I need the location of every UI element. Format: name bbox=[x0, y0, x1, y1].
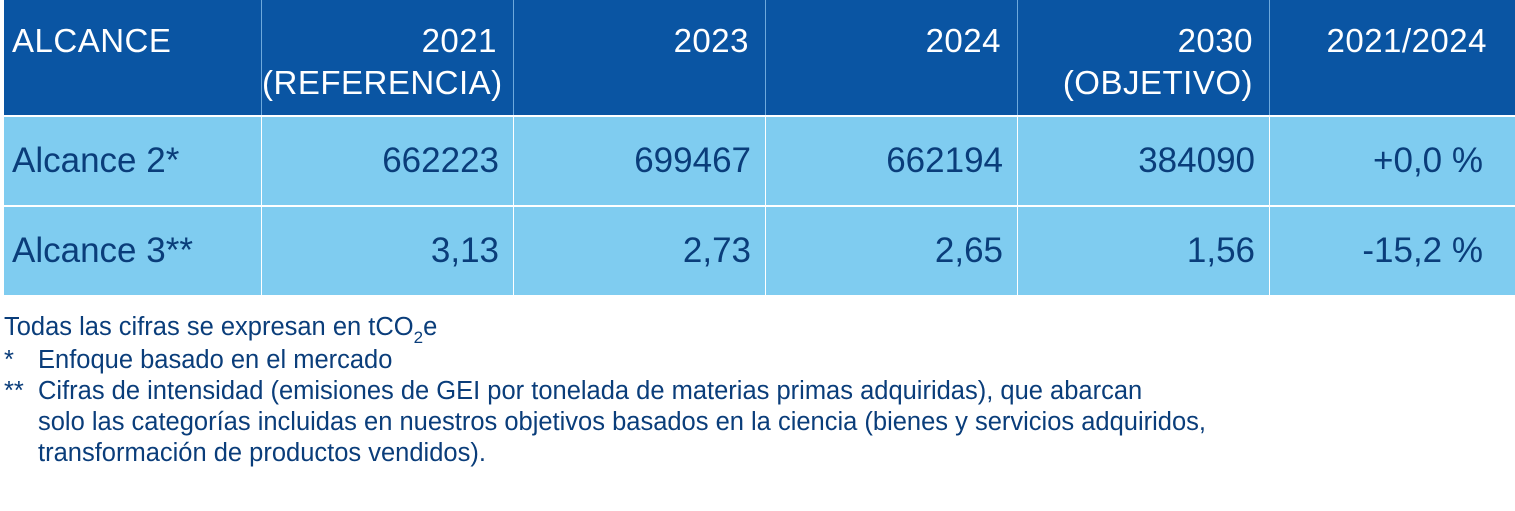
header-change: 2021/2024 bbox=[1270, 0, 1515, 115]
footnote-2: ** Cifras de intensidad (emisiones de GE… bbox=[4, 376, 1504, 407]
units-subscript: 2 bbox=[413, 328, 424, 347]
footnote-2-mark: ** bbox=[4, 377, 24, 405]
header-2030: 2030 (OBJETIVO) bbox=[1018, 0, 1270, 115]
footnote-1: * Enfoque basado en el mercado bbox=[4, 345, 1504, 376]
cell-2021: 662223 bbox=[262, 117, 514, 205]
header-2021: 2021 (REFERENCIA) bbox=[262, 0, 514, 115]
cell-2023: 2,73 bbox=[514, 207, 766, 295]
cell-2024: 662194 bbox=[766, 117, 1018, 205]
units-note: Todas las cifras se expresan en tCO2e bbox=[4, 312, 1504, 347]
footnotes: Todas las cifras se expresan en tCO2e * … bbox=[4, 312, 1504, 469]
header-alcance-label: ALCANCE bbox=[12, 22, 172, 59]
header-2030-note: (OBJETIVO) bbox=[1062, 64, 1253, 101]
units-suffix: e bbox=[423, 313, 438, 341]
header-2021-note: (REFERENCIA) bbox=[262, 64, 503, 101]
header-2024: 2024 bbox=[766, 0, 1018, 115]
units-prefix: Todas las cifras se expresan en tCO bbox=[4, 313, 414, 341]
cell-2021: 3,13 bbox=[262, 207, 514, 295]
table-header-row: ALCANCE 2021 (REFERENCIA) 2023 2024 2030… bbox=[4, 0, 1515, 115]
table-row: Alcance 3** 3,13 2,73 2,65 1,56 -15,2 % bbox=[4, 205, 1515, 295]
cell-2024: 2,65 bbox=[766, 207, 1018, 295]
header-2021-year: 2021 bbox=[421, 22, 497, 59]
footnote-2-line-1: Cifras de intensidad (emisiones de GEI p… bbox=[38, 377, 1143, 405]
row-label: Alcance 3** bbox=[4, 207, 262, 295]
header-change-label: 2021/2024 bbox=[1326, 22, 1487, 59]
units-note-text: Todas las cifras se expresan en tCO2e bbox=[4, 312, 438, 347]
table-row: Alcance 2* 662223 699467 662194 384090 +… bbox=[4, 115, 1515, 205]
header-2023-year: 2023 bbox=[673, 22, 749, 59]
footnote-2-line-2: solo las categorías incluidas en nuestro… bbox=[38, 408, 1206, 436]
header-2023: 2023 bbox=[514, 0, 766, 115]
footnote-1-text: Enfoque basado en el mercado bbox=[38, 346, 393, 374]
footnote-2-continued: solo las categorías incluidas en nuestro… bbox=[4, 407, 1504, 438]
cell-change: -15,2 % bbox=[1362, 231, 1483, 270]
header-2024-year: 2024 bbox=[925, 22, 1001, 59]
footnote-2-indent bbox=[4, 407, 38, 438]
header-alcance: ALCANCE bbox=[4, 0, 262, 115]
footnote-2-line-3: transformación de productos vendidos). bbox=[38, 439, 486, 467]
row-label: Alcance 2* bbox=[4, 117, 262, 205]
footnote-2-continued: transformación de productos vendidos). bbox=[4, 438, 1504, 469]
cell-change: +0,0 % bbox=[1373, 141, 1483, 180]
header-2030-year: 2030 bbox=[1177, 22, 1253, 59]
footnote-2-indent bbox=[4, 438, 38, 469]
emissions-table: ALCANCE 2021 (REFERENCIA) 2023 2024 2030… bbox=[4, 0, 1515, 295]
cell-2023: 699467 bbox=[514, 117, 766, 205]
cell-2030: 1,56 bbox=[1018, 207, 1270, 295]
cell-2030: 384090 bbox=[1018, 117, 1270, 205]
footnote-1-mark: * bbox=[4, 346, 14, 374]
